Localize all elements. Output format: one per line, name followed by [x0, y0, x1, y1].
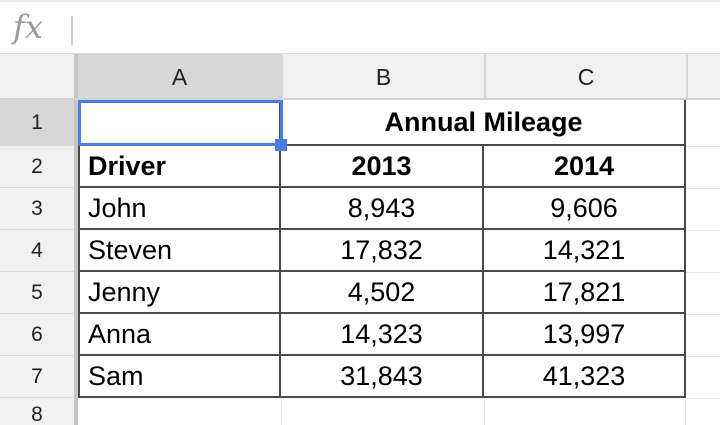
- cell-B6[interactable]: 14,323: [281, 314, 484, 356]
- row-header-7[interactable]: 7: [0, 356, 74, 398]
- cell-B5[interactable]: 4,502: [281, 272, 484, 314]
- row-header-8[interactable]: 8: [0, 398, 74, 425]
- select-all-corner[interactable]: [0, 54, 74, 100]
- column-header-d-partial[interactable]: [686, 54, 720, 100]
- cell-C7[interactable]: 41,323: [484, 356, 686, 398]
- row-header-6[interactable]: 6: [0, 314, 74, 356]
- gridline-horizontal-r1: [686, 146, 720, 147]
- cell-A5[interactable]: Jenny: [78, 272, 281, 314]
- row-header-2[interactable]: 2: [0, 146, 74, 188]
- data-table: Annual Mileage Driver 2013 2014 John 8,9…: [78, 100, 686, 398]
- gridline-vertical-row8-ab: [281, 398, 282, 425]
- header-top-border: [0, 53, 720, 54]
- window-top-edge: [0, 0, 720, 2]
- gutter-right-border: [74, 54, 78, 425]
- active-cell-selection-border: [78, 100, 283, 146]
- row-header-1[interactable]: 1: [0, 100, 74, 146]
- cell-A2[interactable]: Driver: [78, 146, 281, 188]
- formula-input[interactable]: [82, 4, 712, 49]
- cell-C5[interactable]: 17,821: [484, 272, 686, 314]
- formula-bar-divider: [71, 16, 73, 45]
- cell-C6[interactable]: 13,997: [484, 314, 686, 356]
- merged-cell-B1-C1-title[interactable]: Annual Mileage: [281, 100, 686, 146]
- gridline-horizontal-r7: [686, 398, 720, 399]
- gridline-horizontal-r5: [686, 314, 720, 315]
- gridline-vertical-row8-bc: [484, 398, 485, 425]
- cell-A3[interactable]: John: [78, 188, 281, 230]
- function-fx-icon: fx: [13, 8, 43, 46]
- cell-C2[interactable]: 2014: [484, 146, 686, 188]
- cell-A7[interactable]: Sam: [78, 356, 281, 398]
- gridline-horizontal-r6: [686, 356, 720, 357]
- cell-C4[interactable]: 14,321: [484, 230, 686, 272]
- cell-B3[interactable]: 8,943: [281, 188, 484, 230]
- gridline-horizontal-r2: [686, 188, 720, 189]
- gridline-horizontal-r4: [686, 272, 720, 273]
- header-bottom-border: [0, 98, 720, 100]
- cell-A6[interactable]: Anna: [78, 314, 281, 356]
- formula-bar: fx: [0, 0, 720, 53]
- column-header-a[interactable]: A: [78, 54, 281, 100]
- cell-B4[interactable]: 17,832: [281, 230, 484, 272]
- cell-C3[interactable]: 9,606: [484, 188, 686, 230]
- cell-A4[interactable]: Steven: [78, 230, 281, 272]
- gridline-horizontal-r3: [686, 230, 720, 231]
- row-header-4[interactable]: 4: [0, 230, 74, 272]
- row-header-5[interactable]: 5: [0, 272, 74, 314]
- column-header-c[interactable]: C: [484, 54, 686, 100]
- fill-handle[interactable]: [275, 139, 287, 151]
- cell-B2[interactable]: 2013: [281, 146, 484, 188]
- cell-B7[interactable]: 31,843: [281, 356, 484, 398]
- row-header-3[interactable]: 3: [0, 188, 74, 230]
- column-header-b[interactable]: B: [281, 54, 484, 100]
